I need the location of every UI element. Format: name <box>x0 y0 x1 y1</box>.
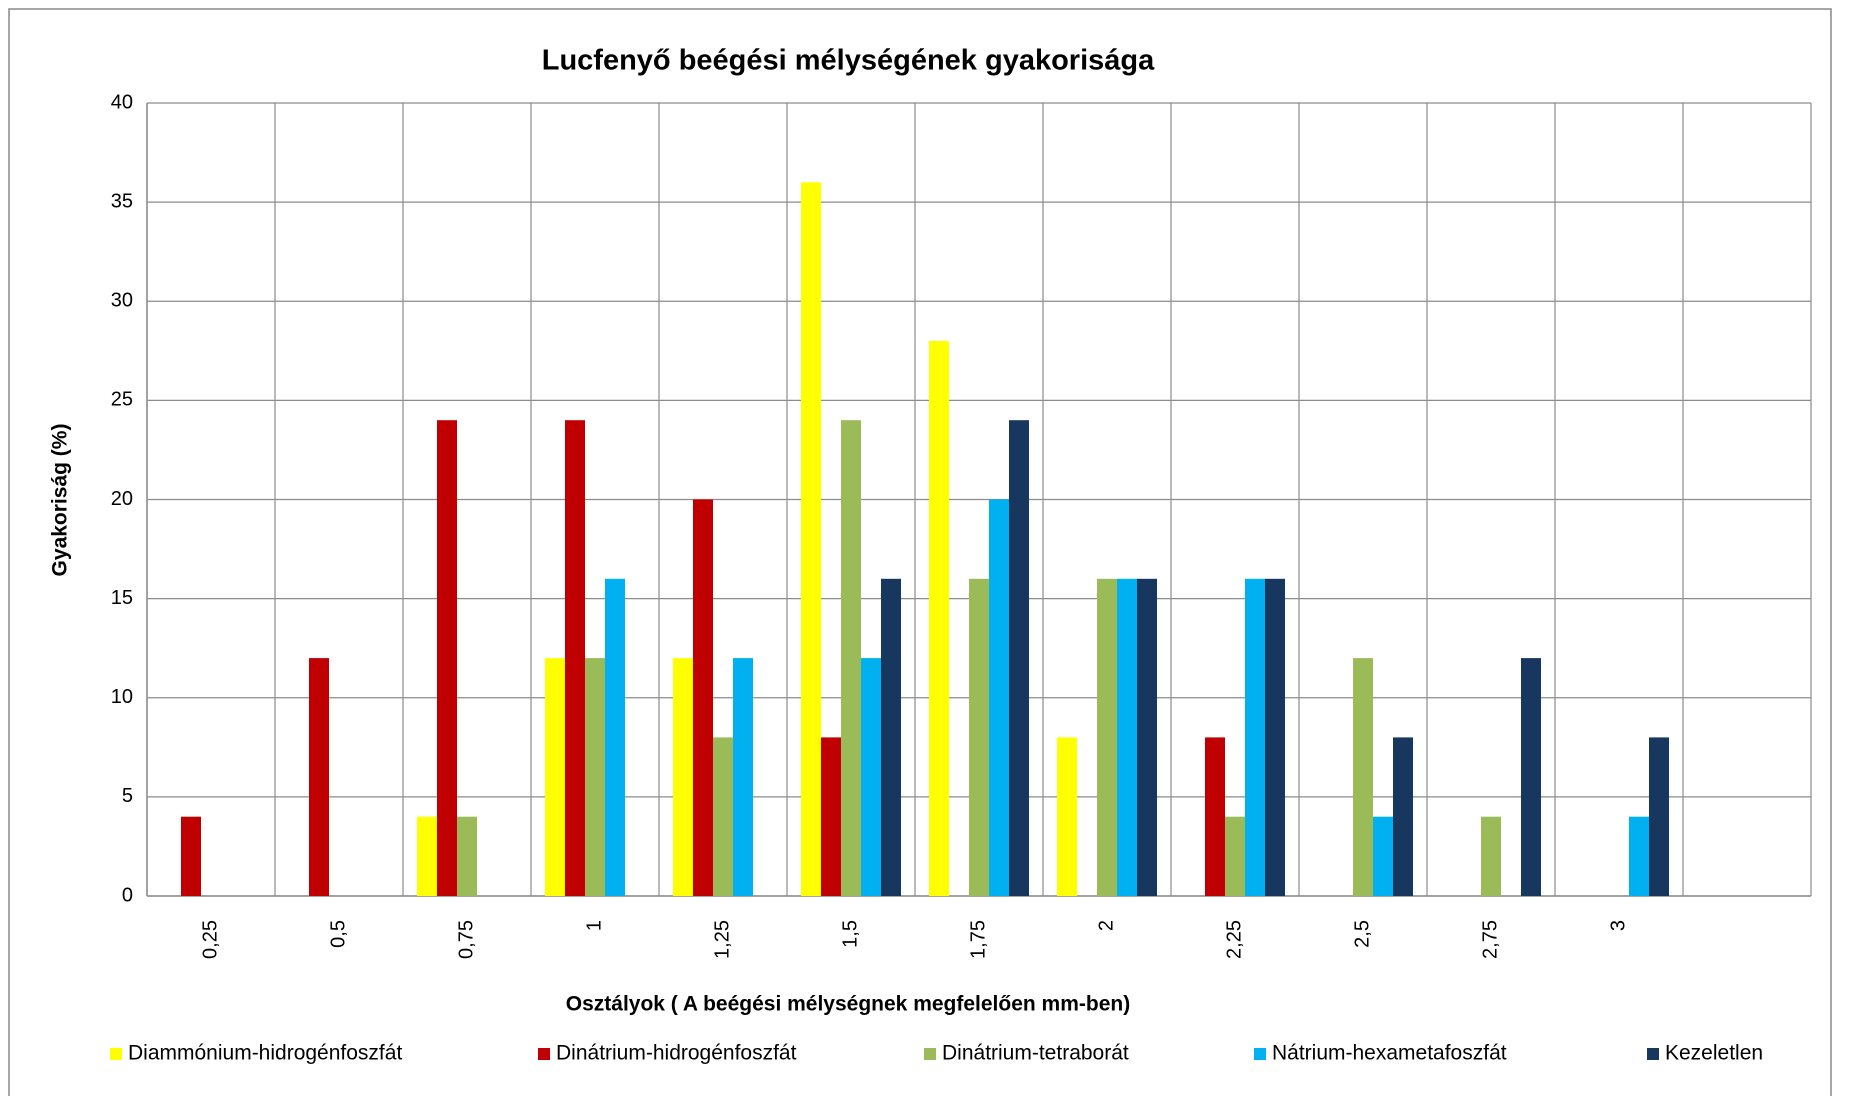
bar <box>693 499 713 896</box>
x-tick-label: 0,75 <box>455 920 477 959</box>
x-tick-label: 1,5 <box>839 920 861 948</box>
bar <box>713 737 733 896</box>
legend-label: Dinátrium-hidrogénfoszfát <box>556 1042 797 1065</box>
chart-title: Lucfenyő beégési mélységének gyakorisága <box>542 45 1155 77</box>
bar <box>969 578 989 896</box>
x-tick-label: 2,25 <box>1223 920 1245 959</box>
x-tick-label: 0,5 <box>327 920 349 948</box>
x-tick-label: 2 <box>1095 920 1117 931</box>
bar <box>1057 737 1077 896</box>
bar <box>929 340 949 896</box>
bar <box>1629 816 1649 896</box>
bar <box>545 658 565 896</box>
bar <box>309 658 329 896</box>
bar <box>861 658 881 896</box>
bar <box>821 737 841 896</box>
x-tick-label: 1,25 <box>711 920 733 959</box>
legend-swatch <box>924 1048 936 1060</box>
bar <box>1225 816 1245 896</box>
y-tick-label: 15 <box>111 587 133 609</box>
y-tick-label: 20 <box>111 488 133 510</box>
bar <box>437 420 457 896</box>
legend-swatch <box>538 1048 550 1060</box>
y-tick-label: 35 <box>111 190 133 212</box>
legend-label: Kezeletlen <box>1665 1042 1763 1065</box>
y-tick-label: 5 <box>122 785 133 807</box>
bar <box>1393 737 1413 896</box>
y-tick-label: 0 <box>122 884 133 906</box>
legend-label: Dinátrium-tetraborát <box>942 1042 1129 1065</box>
bar <box>585 658 605 896</box>
bar <box>1097 578 1117 896</box>
x-tick-label: 1,75 <box>967 920 989 959</box>
bar <box>1265 578 1285 896</box>
x-tick-label: 1 <box>583 920 605 931</box>
y-tick-label: 40 <box>111 91 133 113</box>
x-tick-label: 3 <box>1607 920 1629 931</box>
y-axis-title: Gyakoriság (%) <box>49 424 72 577</box>
bar <box>989 499 1009 896</box>
bar <box>1009 420 1029 896</box>
bar <box>801 182 821 897</box>
bar <box>673 658 693 896</box>
legend-swatch <box>1254 1048 1266 1060</box>
legend-swatch <box>110 1048 122 1060</box>
bar <box>841 420 861 896</box>
bar <box>1481 816 1501 896</box>
bar <box>181 816 201 896</box>
y-tick-label: 30 <box>111 290 133 312</box>
legend-swatch <box>1647 1048 1659 1060</box>
x-axis-title: Osztályok ( A beégési mélységnek megfele… <box>566 993 1130 1016</box>
bar <box>1373 816 1393 896</box>
x-tick-label: 2,75 <box>1479 920 1501 959</box>
legend-label: Nátrium-hexametafoszfát <box>1272 1042 1507 1065</box>
bar <box>733 658 753 896</box>
bar <box>605 578 625 896</box>
bar <box>1521 658 1541 896</box>
bar <box>1245 578 1265 896</box>
bar <box>1205 737 1225 896</box>
y-tick-label: 25 <box>111 389 133 411</box>
chart-frame <box>8 8 1832 1096</box>
y-tick-label: 10 <box>111 686 133 708</box>
bar <box>1353 658 1373 896</box>
legend-label: Diammónium-hidrogénfoszfát <box>128 1042 402 1065</box>
x-tick-label: 2,5 <box>1351 920 1373 948</box>
bar <box>1649 737 1669 896</box>
bar <box>417 816 437 896</box>
bar <box>457 816 477 896</box>
bar <box>1117 578 1137 896</box>
bar <box>1137 578 1157 896</box>
x-tick-label: 0,25 <box>199 920 221 959</box>
bar <box>881 578 901 896</box>
bar <box>565 420 585 896</box>
